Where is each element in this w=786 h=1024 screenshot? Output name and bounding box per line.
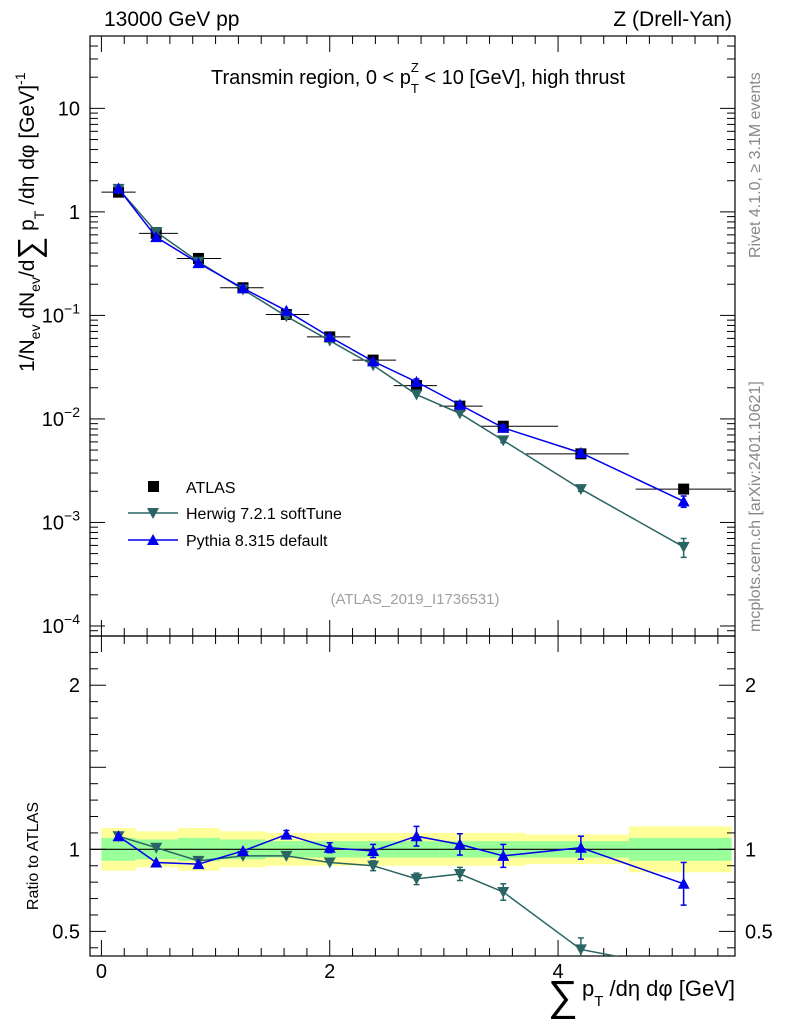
pythia-ratio-point — [410, 830, 423, 842]
pythia-ratio-point — [453, 838, 466, 850]
process-label: Z (Drell-Yan) — [613, 8, 732, 31]
collision-label: 13000 GeV pp — [104, 8, 239, 31]
legend-herwig-label: Herwig 7.2.1 softTune — [186, 506, 342, 523]
svg-text:1/Nev dNev/d∑ pT /dη dφ [GeV]: 1/Nev dNev/d∑ pT /dη dφ [GeV]-1 — [11, 72, 47, 372]
x-tick-label: 0 — [96, 961, 107, 983]
pythia-ratio-point — [367, 844, 380, 856]
legend-atlas-marker — [148, 481, 159, 492]
mcplots-source-note: mcplots.cern.ch [arXiv:2401.10621] — [747, 381, 764, 632]
herwig-point — [677, 541, 690, 553]
main-y-ticks — [90, 35, 735, 637]
pythia-point — [150, 231, 163, 243]
herwig-point — [453, 408, 466, 420]
pythia-point — [280, 304, 293, 316]
ratio-y-tick-label-right: 2 — [745, 675, 756, 697]
pythia-series — [112, 182, 690, 509]
herwig-line — [117, 188, 684, 548]
main-y-axis-label: 1/Nev dNev/d∑ pT /dη dφ [GeV]-1 — [11, 72, 47, 372]
legend-atlas-label: ATLAS — [186, 480, 236, 497]
analysis-watermark: (ATLAS_2019_I1736531) — [330, 591, 499, 608]
herwig-ratio-point — [453, 868, 466, 880]
pythia-point — [677, 495, 690, 507]
pythia-point — [367, 355, 380, 367]
pythia-ratio-point — [677, 877, 690, 889]
main-panel-title: Transmin region, 0 < pTZ < 10 [GeV], hig… — [211, 60, 626, 96]
main-panel: Transmin region, 0 < pTZ < 10 [GeV], hig… — [42, 35, 736, 638]
ratio-y-tick-label: 2 — [69, 675, 80, 697]
pythia-ratio-point — [150, 856, 163, 868]
pythia-ratio-series — [112, 825, 690, 906]
legend: ATLAS Herwig 7.2.1 softTune Pythia 8.315… — [128, 480, 342, 550]
herwig-ratio-line — [118, 835, 620, 956]
herwig-ratio-point — [280, 850, 293, 862]
main-x-ticks — [100, 36, 719, 636]
pythia-point — [574, 446, 587, 458]
herwig-ratio-point — [323, 857, 336, 869]
pythia-ratio-point — [112, 830, 125, 842]
herwig-point — [497, 435, 510, 447]
herwig-ratio-point — [678, 964, 690, 975]
x-tick-label: 4 — [552, 961, 563, 983]
main-y-tick-label: 1 — [69, 202, 80, 224]
atlas-point — [678, 483, 690, 495]
ratio-y-tick-label: 1 — [69, 839, 80, 861]
ratio-y-axis-label: Ratio to ATLAS — [25, 802, 42, 910]
ratio-plot-frame — [89, 635, 736, 957]
legend-pythia-label: Pythia 8.315 default — [186, 533, 328, 550]
legend-pythia-marker — [147, 534, 159, 545]
pythia-ratio-point — [574, 841, 587, 853]
pythia-point — [453, 398, 466, 410]
herwig-ratio-point — [574, 944, 587, 956]
pythia-point — [497, 421, 510, 433]
ratio-panel: 0 2 4 0.5 0.5 1 1 2 2 — [52, 635, 773, 983]
atlas-series — [101, 186, 732, 495]
herwig-point — [410, 389, 423, 401]
herwig-ratio-point — [367, 860, 380, 872]
pythia-line — [117, 188, 684, 502]
pythia-ratio-point — [280, 828, 293, 840]
main-y-tick-label: 10−3 — [42, 507, 80, 534]
herwig-ratio-point — [150, 842, 163, 854]
pythia-point — [323, 330, 336, 342]
herwig-series — [112, 183, 690, 559]
pythia-point — [112, 182, 125, 194]
pythia-point — [236, 282, 249, 294]
x-axis-title: ∑ pT /dη dφ [GeV] — [548, 972, 735, 1019]
pythia-point — [192, 257, 205, 269]
ratio-y-tick-label-right: 1 — [745, 839, 756, 861]
pythia-ratio-point — [497, 849, 510, 861]
pythia-ratio-point — [323, 841, 336, 853]
main-y-tick-label: 10 — [58, 98, 80, 120]
herwig-ratio-point — [497, 887, 510, 898]
main-y-tick-label: 10−4 — [42, 611, 80, 638]
main-y-tick-label: 10−2 — [42, 404, 80, 431]
herwig-ratio-series — [112, 831, 690, 975]
ratio-y-ticks — [90, 635, 735, 949]
pythia-ratio-point — [236, 844, 249, 856]
ratio-x-ticks — [100, 636, 719, 956]
rivet-version-note: Rivet 4.1.0, ≥ 3.1M events — [747, 72, 764, 258]
x-tick-label: 2 — [324, 961, 335, 983]
main-y-tick-label: 10−1 — [42, 300, 80, 327]
ratio-y-tick-label: 0.5 — [52, 921, 80, 943]
legend-herwig-marker — [147, 508, 159, 519]
herwig-point — [574, 484, 587, 496]
ratio-y-tick-label-right: 0.5 — [745, 921, 773, 943]
pythia-ratio-line — [118, 833, 684, 885]
herwig-ratio-point — [410, 873, 423, 885]
pythia-ratio-point — [192, 858, 205, 870]
pythia-point — [410, 375, 423, 387]
